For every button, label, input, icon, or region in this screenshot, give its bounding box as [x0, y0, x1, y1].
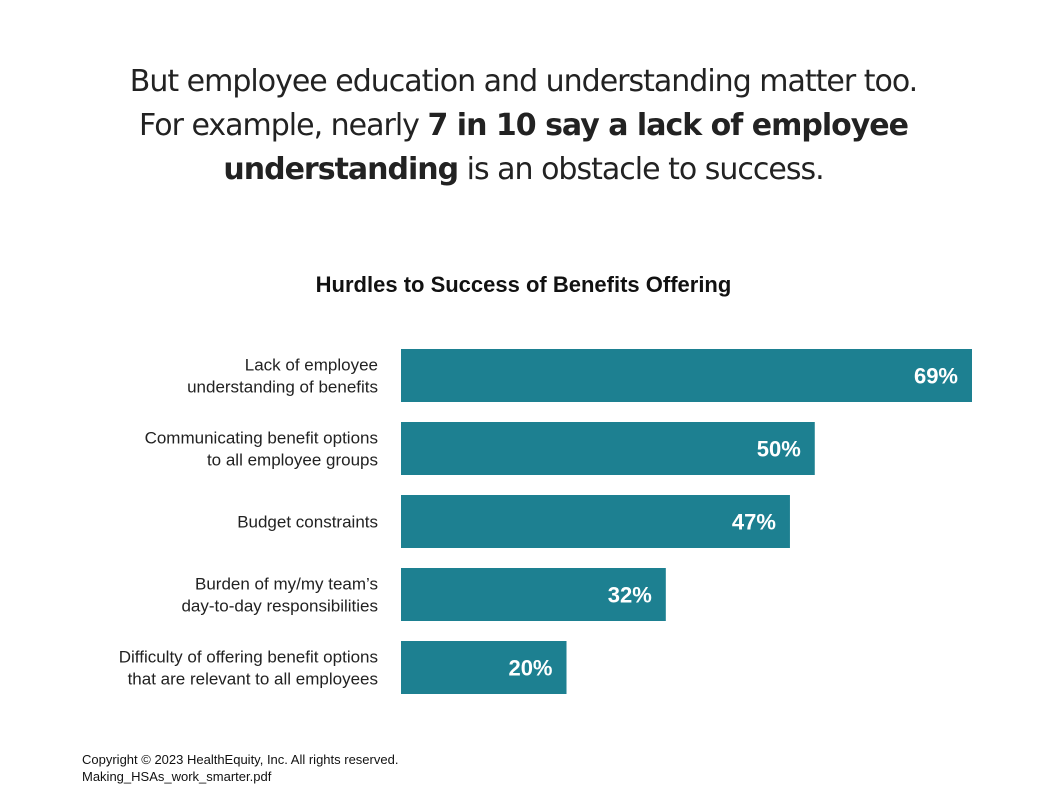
category-label-line: Communicating benefit options	[145, 429, 378, 448]
category-label-line: Budget constraints	[237, 513, 378, 532]
headline: But employee education and understanding…	[0, 60, 1047, 192]
bar-4	[401, 568, 666, 621]
bar-2	[401, 422, 815, 475]
category-label-2: Communicating benefit options to all empl…	[145, 429, 378, 470]
category-label-1: Lack of employee understanding of benefit…	[187, 356, 378, 397]
bar-value-label-3: 47%	[732, 510, 776, 535]
category-label-line: to all employee groups	[207, 451, 378, 470]
category-label-3: Budget constraints	[237, 513, 378, 532]
category-label-4: Burden of my/my team’s day-to-day respons…	[181, 575, 378, 616]
bar-1	[401, 349, 972, 402]
bar-3	[401, 495, 790, 548]
headline-line-3: understanding is an obstacle to success.	[0, 148, 1047, 192]
headline-line-2: For example, nearly 7 in 10 say a lack o…	[0, 104, 1047, 148]
category-label-line: Burden of my/my team’s	[195, 575, 378, 594]
bar-value-label-1: 69%	[914, 364, 958, 389]
category-label-5: Difficulty of offering benefit options th…	[119, 648, 378, 689]
bar-value-label-4: 32%	[608, 583, 652, 608]
bar-5	[401, 641, 567, 694]
footer: Copyright © 2023 HealthEquity, Inc. All …	[82, 751, 398, 785]
category-label-line: Lack of employee	[245, 356, 378, 375]
copyright-text: Copyright © 2023 HealthEquity, Inc. All …	[82, 752, 399, 767]
headline-line-2-text: For example, nearly	[139, 108, 428, 143]
bar-value-label-5: 20%	[508, 656, 552, 681]
headline-line-1: But employee education and understanding…	[129, 64, 918, 99]
source-filename: Making_HSAs_work_smarter.pdf	[82, 769, 272, 784]
category-label-line: day-to-day responsibilities	[181, 597, 378, 616]
chart-title: Hurdles to Success of Benefits Offering	[315, 272, 732, 297]
headline-line-2-emphasis: 7 in 10 say a lack of employee	[427, 108, 908, 143]
headline-line-3-emphasis: understanding	[223, 152, 459, 187]
category-label-line: understanding of benefits	[187, 378, 378, 397]
headline-line-3-text: is an obstacle to success.	[458, 152, 825, 187]
category-label-line: Difficulty of offering benefit options	[119, 648, 378, 667]
category-label-line: that are relevant to all employees	[128, 670, 378, 689]
bar-value-label-2: 50%	[757, 437, 801, 462]
